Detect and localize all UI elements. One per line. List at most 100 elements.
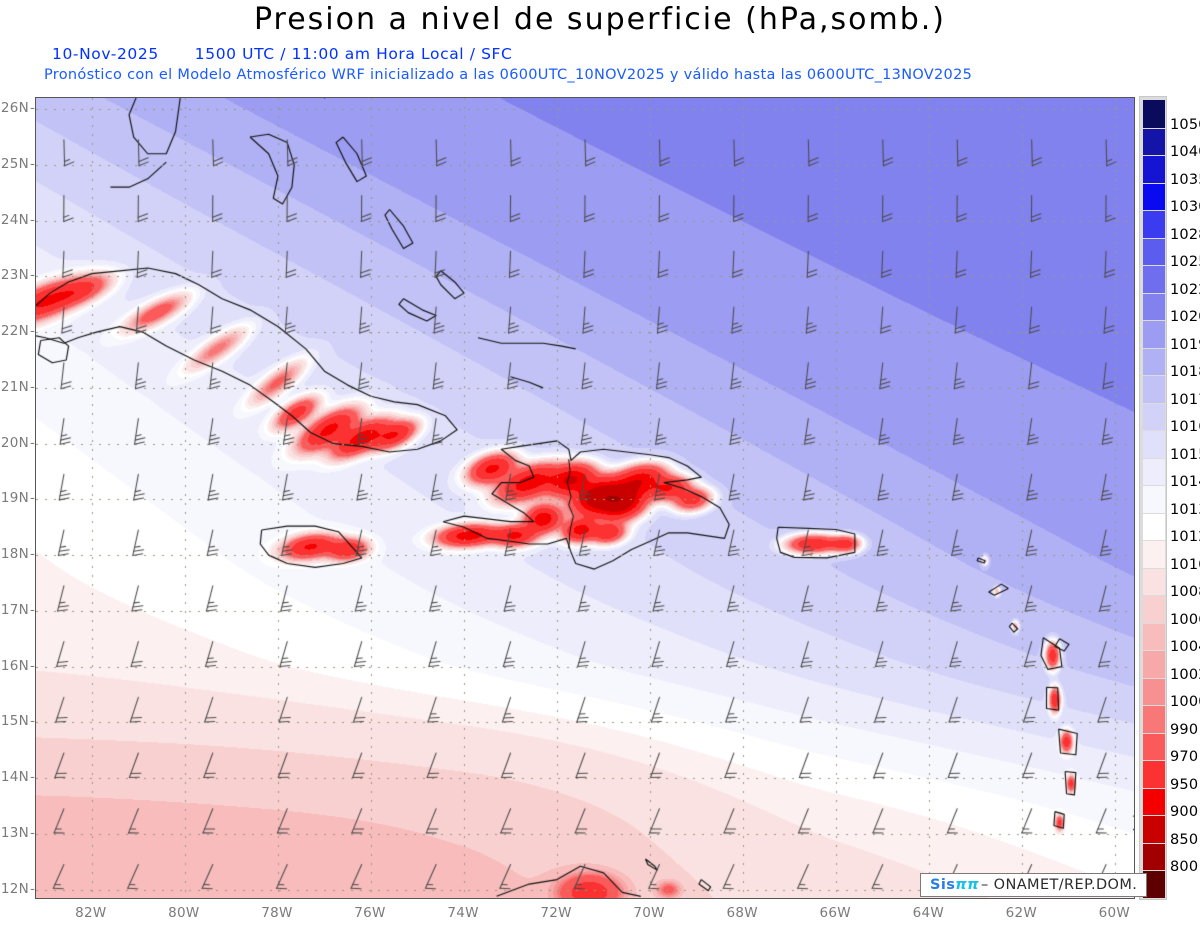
colorbar-segment [1143,870,1165,898]
forecast-time-line: 10-Nov-2025 1500 UTC / 11:00 am Hora Loca… [52,45,512,63]
forecast-valid-time: 1500 UTC / 11:00 am Hora Local / SFC [194,45,513,63]
x-axis-tick-label: 76W [354,905,386,921]
y-axis-tick-mark: - [30,824,36,841]
colorbar-segment [1143,265,1165,293]
colorbar-tick-label: 1002 [1170,666,1200,683]
y-axis-tick-mark: - [30,155,36,172]
y-axis-tick-label: 25N [0,155,29,172]
x-axis-tick-label: 82W [75,905,107,921]
colorbar-segment [1143,237,1165,266]
colorbar-segment [1143,430,1165,458]
x-axis-tick-label: 66W [819,905,851,921]
map-plot-area [35,97,1135,899]
colorbar-segment [1143,650,1165,678]
y-axis-tick-label: 18N [0,546,29,563]
colorbar-tick-label: 1017 [1170,391,1200,408]
colorbar-segment [1143,155,1165,183]
watermark-agency: – ONAMET/REP.DOM. [981,877,1138,893]
x-axis-tick-label: 78W [261,905,293,921]
colorbar-tick-label: 970 [1170,749,1199,766]
colorbar-segment [1143,100,1165,128]
colorbar-segment [1143,705,1165,733]
y-axis-tick-mark: - [30,100,36,117]
colorbar-segment [1143,787,1165,816]
colorbar-segment [1143,320,1165,348]
colorbar-tick-label: 1015 [1170,446,1200,463]
colorbar-segment [1143,210,1165,238]
y-axis-tick-mark: - [30,880,36,897]
watermark-pi-icon: ππ [955,877,979,893]
colorbar-tick-label: 900 [1170,804,1199,821]
colorbar [1139,96,1167,900]
colorbar-segment [1143,485,1165,513]
colorbar-tick-label: 1013 [1170,501,1200,518]
colorbar-segment [1143,677,1165,706]
colorbar-segment [1143,815,1165,843]
colorbar-segment [1143,760,1165,788]
x-axis-tick-label: 64W [912,905,944,921]
page-title: Presion a nivel de superficie (hPa,somb.… [253,2,947,37]
colorbar-tick-label: 1008 [1170,584,1200,601]
y-axis-tick-mark: - [30,657,36,674]
x-axis-tick-label: 68W [726,905,758,921]
colorbar-segment [1143,622,1165,651]
y-axis-tick-label: 14N [0,769,29,786]
y-axis-tick-mark: - [30,601,36,618]
y-axis-tick-label: 24N [0,211,29,228]
y-axis-tick-mark: - [30,323,36,340]
y-axis-tick-label: 26N [0,100,29,117]
x-axis-tick-label: 74W [447,905,479,921]
x-axis-tick-label: 62W [1005,905,1038,921]
y-axis-tick-label: 23N [0,267,29,284]
colorbar-tick-label: 1050 [1170,116,1200,133]
y-axis-tick-label: 17N [0,601,29,618]
y-axis-tick-mark: - [30,378,36,395]
y-axis-tick-mark: - [30,490,36,507]
colorbar-tick-label: 1022 [1170,281,1200,298]
colorbar-tick-label: 990 [1170,721,1199,738]
y-axis-tick-label: 12N [0,880,29,897]
colorbar-segment [1143,595,1165,623]
colorbar-segment [1143,402,1165,431]
colorbar-segment [1143,732,1165,761]
colorbar-tick-label: 1019 [1170,336,1200,353]
y-axis-tick-label: 13N [0,824,29,841]
colorbar-tick-label: 1012 [1170,529,1200,546]
y-axis-tick-label: 16N [0,657,29,674]
colorbar-tick-label: 1014 [1170,474,1200,491]
y-axis-tick-mark: - [30,713,36,730]
x-axis-tick-label: 60W [1098,905,1131,921]
y-axis-tick-mark: - [30,434,36,451]
y-axis-tick-mark: - [30,267,36,284]
colorbar-segment [1143,182,1165,211]
y-axis-tick-mark: - [30,546,36,563]
forecast-date: 10-Nov-2025 [52,45,159,63]
colorbar-segment [1143,512,1165,541]
x-axis-tick-label: 80W [168,905,200,921]
colorbar-tick-label: 1016 [1170,419,1200,436]
colorbar-tick-label: 850 [1170,831,1199,848]
colorbar-tick-label: 1020 [1170,309,1200,326]
colorbar-tick-label: 1028 [1170,226,1200,243]
y-axis-tick-mark: - [30,769,36,786]
colorbar-tick-label: 1018 [1170,364,1200,381]
y-axis-tick-label: 20N [0,434,29,451]
y-axis-tick-mark: - [30,211,36,228]
coastline-wind-grid-layer [36,98,1134,898]
y-axis-tick-label: 19N [0,490,29,507]
colorbar-tick-label: 1030 [1170,199,1200,216]
colorbar-segment [1143,457,1165,486]
colorbar-segment [1143,347,1165,376]
colorbar-tick-label: 1025 [1170,254,1200,271]
colorbar-segment [1143,375,1165,403]
y-axis-tick-label: 15N [0,713,29,730]
colorbar-gradient [1143,100,1165,898]
y-axis-tick-label: 21N [0,378,29,395]
colorbar-segment [1143,540,1165,568]
colorbar-tick-label: 950 [1170,776,1199,793]
colorbar-segment [1143,842,1165,871]
x-axis-tick-label: 70W [633,905,665,921]
y-axis-tick-label: 22N [0,323,29,340]
watermark-brand: Sis [930,877,956,893]
colorbar-tick-label: 800 [1170,859,1199,876]
